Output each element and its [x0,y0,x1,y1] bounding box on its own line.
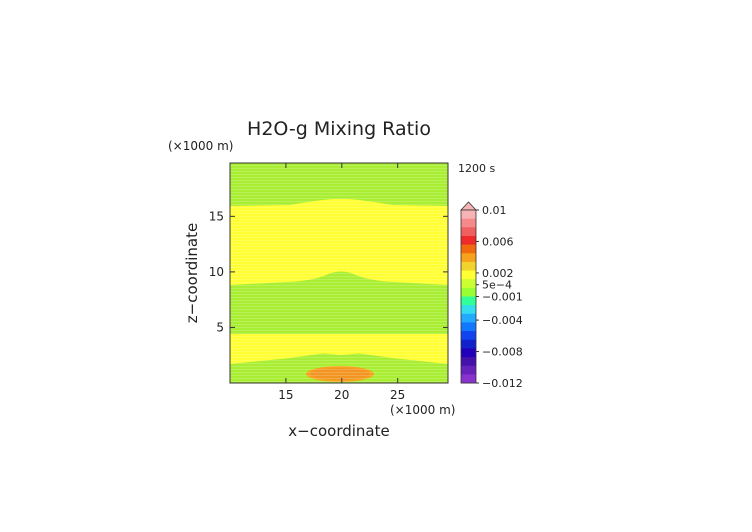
colorbar-swatch [461,279,476,289]
colorbar-label: 5e−4 [482,279,512,292]
time-label: 1200 s [458,162,495,175]
x-axis-unit: (×1000 m) [390,403,455,417]
colorbar-label: 0.01 [482,204,507,217]
colorbar-swatch [461,270,476,280]
colorbar-swatch [461,331,476,341]
colorbar-swatch [461,339,476,349]
colorbar [460,201,477,384]
colorbar-label: −0.012 [482,377,523,390]
colorbar-label: −0.004 [482,314,523,327]
y-axis-ticks: 5 10 15 [209,209,448,334]
colorbar-swatch [461,374,476,384]
colorbar-swatch [461,322,476,332]
chart-title: H2O-g Mixing Ratio [247,118,431,140]
x-axis-ticks: 15 20 25 [278,163,405,402]
colorbar-swatch [461,210,476,220]
colorbar-label: −0.008 [482,346,523,359]
colorbar-swatch [461,296,476,306]
colorbar-swatch [461,227,476,237]
colorbar-label: 0.002 [482,267,514,280]
contour-plot-area [230,163,448,383]
y-axis-unit: (×1000 m) [168,139,233,153]
colorbar-swatch [461,244,476,254]
colorbar-extend-arrow [460,201,477,211]
colorbar-swatch [461,348,476,358]
colorbar-swatch [461,261,476,272]
plot-frame [229,162,449,384]
colorbar-label: 0.006 [482,235,514,248]
x-tick-label: 25 [390,388,405,402]
x-axis-label: x−coordinate [288,422,389,440]
colorbar-swatch [461,235,476,246]
colorbar-swatch [461,313,476,323]
y-tick-label: 5 [216,320,224,334]
colorbar-label: −0.001 [482,291,523,304]
colorbar-swatch [461,218,476,228]
colorbar-swatch [461,253,476,263]
x-tick-label: 15 [278,388,293,402]
y-axis-label: z−coordinate [183,223,201,323]
shading-texture [230,163,448,383]
y-tick-label: 10 [209,265,224,279]
colorbar-swatch [461,365,476,375]
colorbar-swatch [461,287,476,297]
colorbar-swatch [461,305,476,315]
colorbar-swatch [461,357,476,367]
x-tick-label: 20 [334,388,349,402]
y-tick-label: 15 [209,209,224,223]
